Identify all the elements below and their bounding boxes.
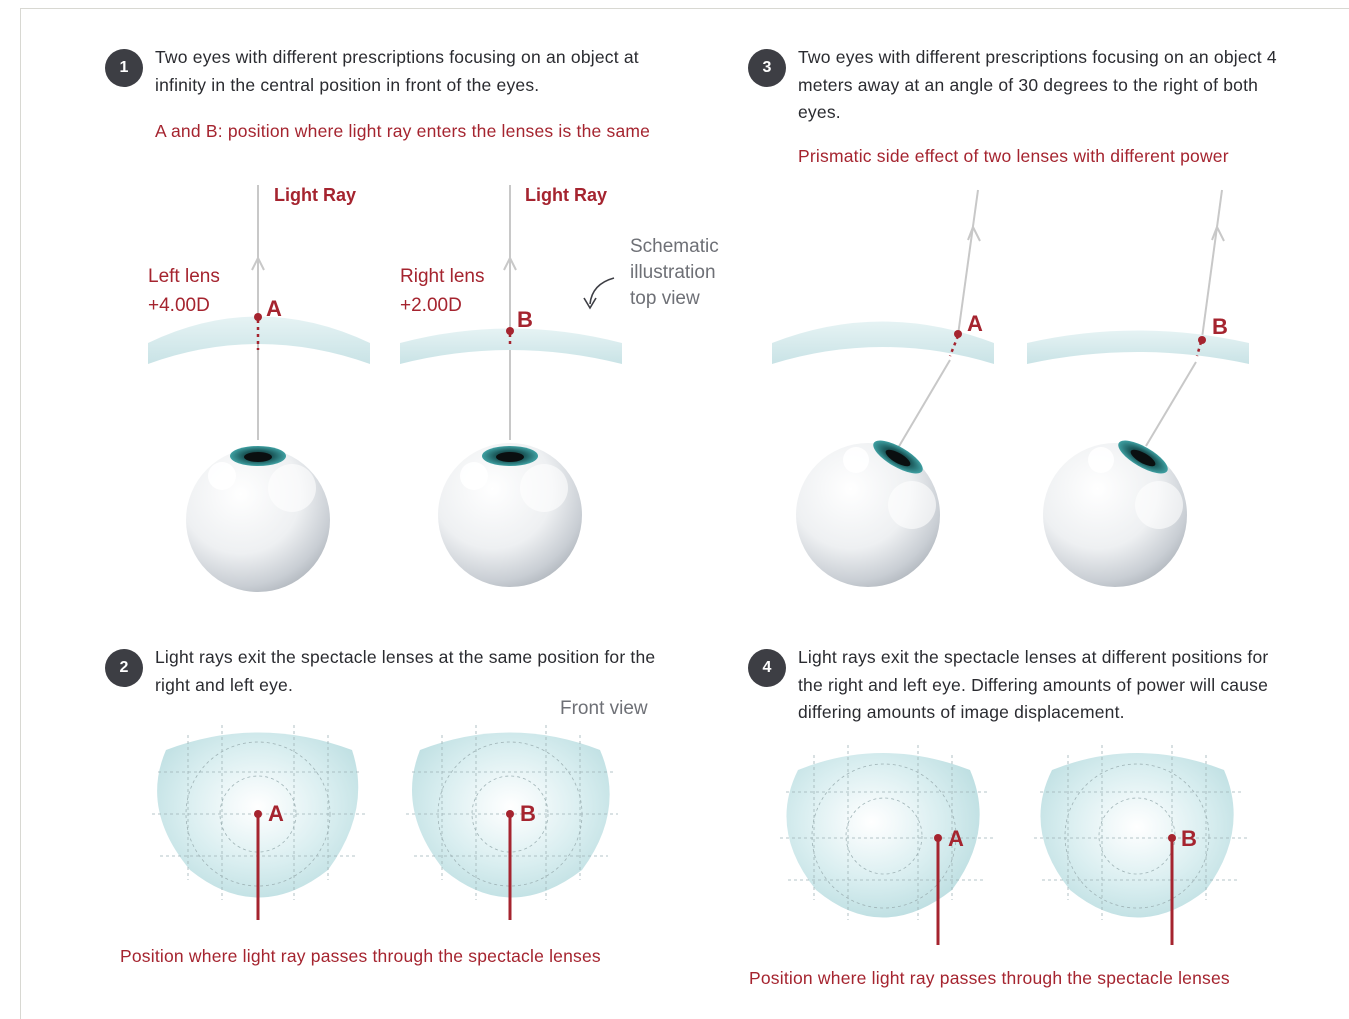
lens-front-view [786,753,980,918]
point-b-label: B [517,307,533,332]
eyeball [186,448,330,592]
panel4-left-lens-front [780,745,994,945]
panel2-left-lens-front [152,725,366,920]
exit-point-a [934,834,942,842]
ray-arrow-icon [503,255,517,271]
point-a-label: A [268,801,284,826]
panel4-right-lens-front [1034,745,1248,945]
point-a-label: A [266,296,282,321]
arrow-head-icon [583,297,597,310]
panel3-left-eye-assembly [772,189,994,587]
entry-point-b [1198,336,1206,344]
exit-point-b [506,810,514,818]
eye-highlight [208,462,236,490]
eye-highlight [843,447,869,473]
eye-highlight-large [268,464,316,512]
step-badge-3: 3 [748,49,786,87]
ray-arrow-icon [251,255,265,271]
panel3-right-eye-assembly [1027,189,1249,587]
right-lens-label: Right lens +2.00D [400,262,485,320]
lens-grid [780,745,994,920]
panel2-footer: Position where light ray passes through … [120,946,601,966]
step-badge-4: 4 [748,649,786,687]
entry-point-a [954,330,962,338]
pupil-icon [1130,449,1156,467]
panel3-caption: Two eyes with different prescriptions fo… [798,47,1277,122]
point-b-label: B [520,801,536,826]
schematic-note: Schematic illustration top view [630,236,719,309]
point-a-label: A [948,826,964,851]
step-badge-1: 1 [105,49,143,87]
eye-highlight-large [888,481,936,529]
pupil-icon [244,452,272,462]
panel1-note: A and B: position where light ray enters… [155,121,651,141]
eyeball [796,443,940,587]
frame-left-border [20,8,21,1019]
entry-point-b [506,327,514,335]
panel1-left-eye-assembly [148,185,370,592]
exit-point-a [254,810,262,818]
panel4-footer: Position where light ray passes through … [749,968,1230,988]
pupil-icon [885,449,911,467]
panel3-note: Prismatic side effect of two lenses with… [798,146,1229,166]
ray-path-in-lens [1195,341,1203,357]
eye-highlight [1088,447,1114,473]
left-lens-name: Left lens [148,266,220,287]
curved-arrow-icon [589,277,615,305]
point-b-label: B [1212,314,1228,339]
light-ray-line [1145,361,1197,447]
point-b-label: B [1181,826,1197,851]
step-badge-2: 2 [105,649,143,687]
left-lens-label: Left lens +4.00D [148,262,220,320]
panel2-right-lens-front [406,725,618,920]
right-lens-power: +2.00D [400,295,462,316]
frame-top-border [20,8,1349,9]
pupil-icon [496,452,524,462]
eyeball [1043,443,1187,587]
entry-point-a [254,313,262,321]
left-lens-power: +4.00D [148,295,210,316]
ray-arrow-icon [1211,224,1225,242]
light-ray-line [897,359,951,449]
panel1-caption: Two eyes with different prescriptions fo… [155,47,639,95]
eye-highlight-large [1135,481,1183,529]
lens-side-view [148,316,370,364]
exit-point-b [1168,834,1176,842]
point-a-label: A [967,311,983,336]
lens-front-view [1040,753,1234,918]
lens-grid [406,725,618,900]
light-ray-line [1201,189,1223,339]
lens-side-view [1027,330,1249,364]
light-ray-label: Light Ray [525,185,608,205]
eye-highlight [460,462,488,490]
panel2-caption: Light rays exit the spectacle lenses at … [155,647,656,695]
light-ray-label: Light Ray [274,185,357,205]
lens-side-view [772,321,994,364]
light-ray-line [957,189,979,336]
lens-side-view [400,328,622,364]
panel1-right-eye-assembly [400,185,622,587]
eye-highlight-large [520,464,568,512]
front-view-label: Front view [560,698,648,719]
ray-arrow-icon [967,224,981,242]
right-lens-name: Right lens [400,266,485,287]
panel4-caption: Light rays exit the spectacle lenses at … [798,647,1269,722]
